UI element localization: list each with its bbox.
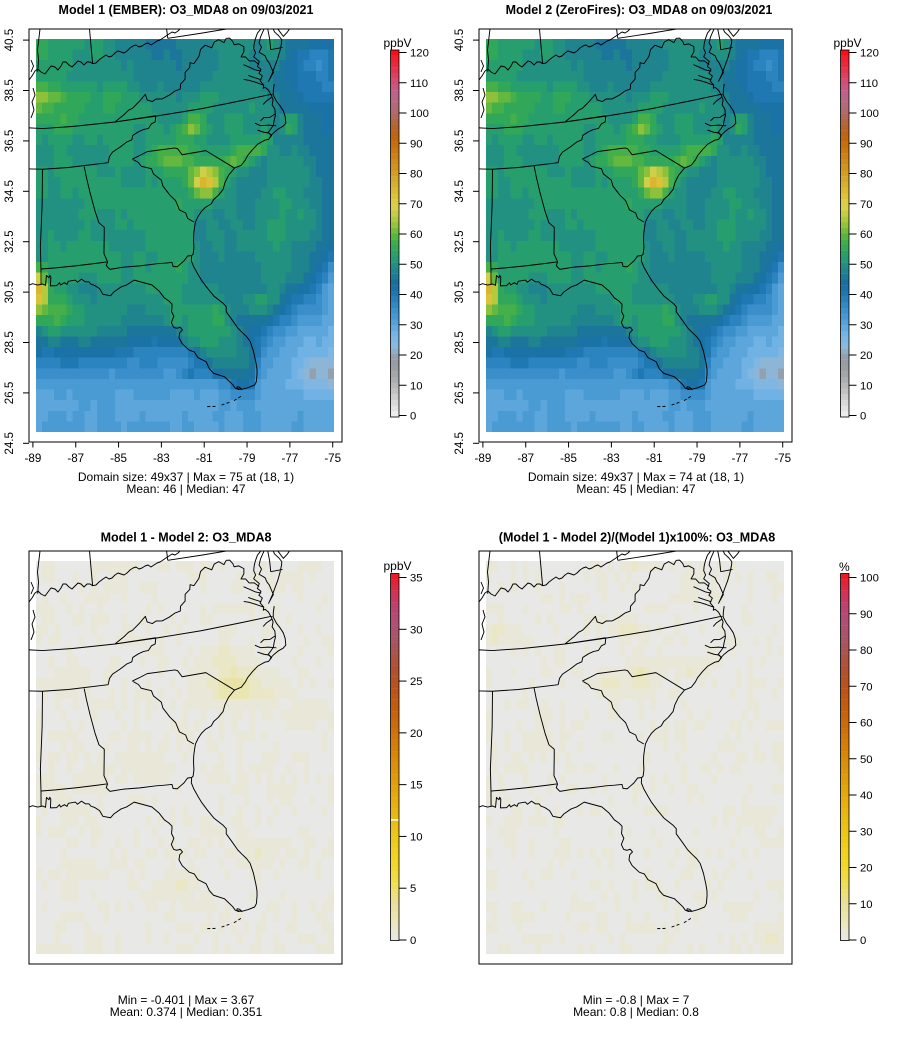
svg-text:24.5: 24.5 (3, 432, 16, 455)
svg-text:90: 90 (860, 609, 873, 621)
svg-text:30.5: 30.5 (3, 281, 16, 304)
svg-text:-89: -89 (475, 452, 492, 465)
svg-text:Min = -0.401 | Max = 3.67: Min = -0.401 | Max = 3.67 (118, 993, 255, 1007)
svg-text:0: 0 (410, 935, 416, 947)
svg-text:(Model 1 - Model 2)/(Model 1)x: (Model 1 - Model 2)/(Model 1)x100%: O3_M… (499, 531, 775, 545)
svg-text:100: 100 (860, 573, 879, 585)
svg-text:Mean: 45 | Median: 47: Mean: 45 | Median: 47 (576, 482, 696, 496)
svg-text:70: 70 (410, 199, 423, 211)
svg-text:20: 20 (410, 350, 423, 362)
svg-text:20: 20 (860, 863, 873, 875)
svg-text:80: 80 (410, 169, 423, 181)
svg-text:70: 70 (860, 199, 873, 211)
svg-text:34.5: 34.5 (453, 180, 466, 203)
svg-text:26.5: 26.5 (453, 382, 466, 405)
svg-text:-75: -75 (324, 452, 341, 465)
svg-text:-85: -85 (560, 452, 577, 465)
svg-text:60: 60 (860, 229, 873, 241)
svg-text:30: 30 (410, 624, 423, 636)
svg-text:5: 5 (410, 883, 416, 895)
svg-text:24.5: 24.5 (453, 432, 466, 455)
svg-text:10: 10 (860, 380, 873, 392)
svg-text:50: 50 (860, 259, 873, 271)
svg-text:28.5: 28.5 (3, 331, 16, 354)
svg-text:-79: -79 (689, 452, 706, 465)
svg-text:-81: -81 (646, 452, 663, 465)
svg-text:80: 80 (860, 645, 873, 657)
svg-text:20: 20 (860, 350, 873, 362)
svg-text:80: 80 (860, 169, 873, 181)
svg-text:32.5: 32.5 (453, 230, 466, 253)
svg-text:28.5: 28.5 (453, 331, 466, 354)
svg-text:20: 20 (410, 728, 423, 740)
svg-text:30.5: 30.5 (453, 281, 466, 304)
svg-text:38.5: 38.5 (453, 79, 466, 102)
svg-text:50: 50 (410, 259, 423, 271)
svg-text:30: 30 (860, 320, 873, 332)
svg-text:15: 15 (410, 780, 423, 792)
svg-text:-79: -79 (239, 452, 256, 465)
svg-text:-85: -85 (110, 452, 127, 465)
svg-text:120: 120 (410, 48, 429, 60)
svg-text:Model 1 - Model 2: O3_MDA8: Model 1 - Model 2: O3_MDA8 (101, 531, 272, 545)
svg-text:40: 40 (410, 290, 423, 302)
svg-text:60: 60 (410, 229, 423, 241)
svg-text:25: 25 (410, 676, 423, 688)
svg-text:ppbV: ppbV (384, 559, 412, 573)
svg-text:%: % (839, 560, 850, 574)
svg-text:-77: -77 (731, 452, 748, 465)
svg-text:90: 90 (410, 138, 423, 150)
svg-text:35: 35 (410, 573, 423, 585)
svg-text:Mean: 0.8 | Median: 0.8: Mean: 0.8 | Median: 0.8 (573, 1005, 699, 1019)
svg-text:32.5: 32.5 (3, 230, 16, 253)
svg-text:Min = -0.8 | Max = 7: Min = -0.8 | Max = 7 (583, 993, 690, 1007)
svg-text:Domain size: 49x37 | Max = 75: Domain size: 49x37 | Max = 75 at (18, 1) (78, 470, 294, 484)
svg-text:-81: -81 (196, 452, 213, 465)
svg-text:10: 10 (410, 380, 423, 392)
svg-text:0: 0 (860, 935, 866, 947)
svg-text:10: 10 (860, 899, 873, 911)
svg-text:Mean: 0.374 | Median: 0.351: Mean: 0.374 | Median: 0.351 (110, 1005, 263, 1019)
svg-text:-75: -75 (774, 452, 791, 465)
svg-text:110: 110 (410, 78, 428, 90)
svg-text:-83: -83 (603, 452, 620, 465)
svg-text:-87: -87 (517, 452, 534, 465)
svg-text:70: 70 (860, 681, 873, 693)
svg-text:110: 110 (860, 78, 878, 90)
svg-text:-77: -77 (281, 452, 298, 465)
svg-text:38.5: 38.5 (3, 79, 16, 102)
svg-text:0: 0 (410, 411, 416, 423)
svg-text:30: 30 (410, 320, 423, 332)
svg-text:36.5: 36.5 (3, 130, 16, 153)
svg-text:36.5: 36.5 (453, 130, 466, 153)
svg-text:40: 40 (860, 290, 873, 302)
svg-text:Model 1 (EMBER): O3_MDA8 on 09: Model 1 (EMBER): O3_MDA8 on 09/03/2021 (59, 3, 314, 17)
svg-text:-87: -87 (67, 452, 84, 465)
svg-text:ppbV: ppbV (834, 36, 862, 50)
svg-text:-89: -89 (25, 452, 42, 465)
svg-text:100: 100 (860, 108, 879, 120)
svg-text:120: 120 (860, 48, 879, 60)
svg-text:30: 30 (860, 826, 873, 838)
svg-text:-83: -83 (153, 452, 170, 465)
svg-text:40.5: 40.5 (3, 29, 16, 52)
svg-text:ppbV: ppbV (384, 36, 412, 50)
svg-text:50: 50 (860, 754, 873, 766)
svg-text:34.5: 34.5 (3, 180, 16, 203)
svg-text:90: 90 (860, 138, 873, 150)
svg-text:10: 10 (410, 831, 423, 843)
svg-text:60: 60 (860, 718, 873, 730)
svg-text:26.5: 26.5 (3, 382, 16, 405)
svg-text:100: 100 (410, 108, 429, 120)
svg-text:Domain size: 49x37 | Max = 74: Domain size: 49x37 | Max = 74 at (18, 1) (528, 470, 744, 484)
svg-text:0: 0 (860, 411, 866, 423)
svg-text:Model 2 (ZeroFires): O3_MDA8 o: Model 2 (ZeroFires): O3_MDA8 on 09/03/20… (506, 3, 773, 17)
svg-text:40: 40 (860, 790, 873, 802)
svg-text:Mean: 46 | Median: 47: Mean: 46 | Median: 47 (126, 482, 246, 496)
svg-text:40.5: 40.5 (453, 29, 466, 52)
